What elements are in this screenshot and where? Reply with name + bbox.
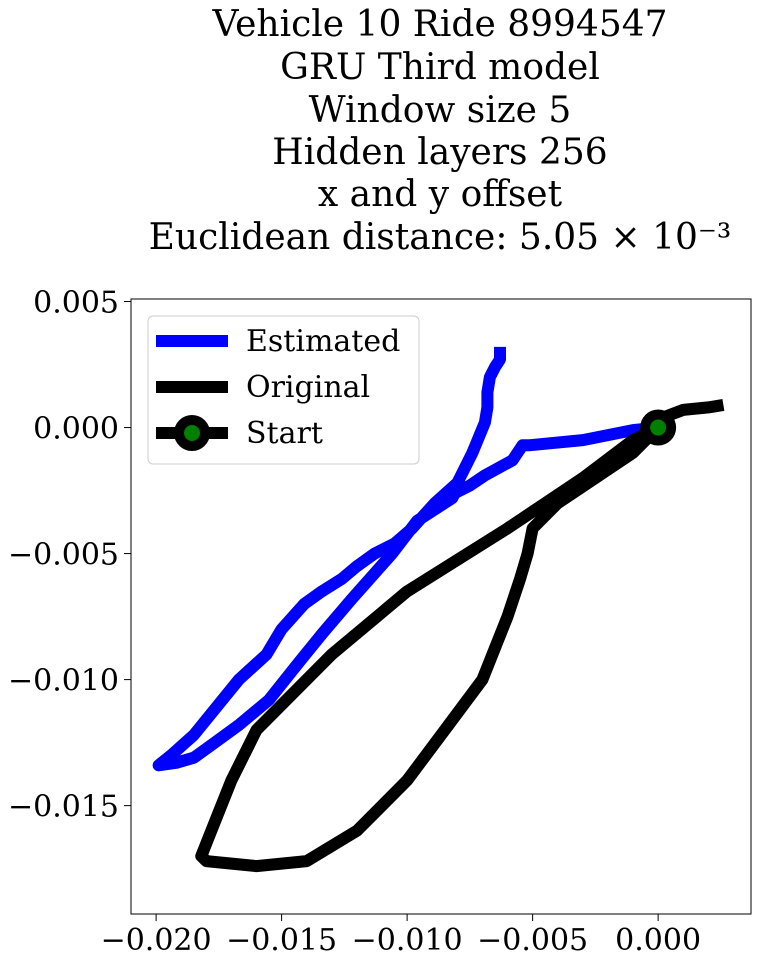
title-line-6: Euclidean distance: 5.05 × 10⁻³ xyxy=(149,217,732,258)
series-estimated-line xyxy=(152,346,659,772)
legend-start-label: Start xyxy=(246,416,323,451)
x-tick-label: 0.000 xyxy=(615,923,701,958)
legend-start-marker xyxy=(174,415,210,451)
start-marker xyxy=(640,409,677,446)
y-tick-label: 0.000 xyxy=(33,412,119,447)
x-tick-label: −0.005 xyxy=(477,923,588,958)
y-tick-label: 0.005 xyxy=(33,286,119,321)
x-tick-label: −0.015 xyxy=(226,923,337,958)
series-original-line xyxy=(195,398,725,873)
legend-estimated-label: Estimated xyxy=(246,324,400,359)
series-layer xyxy=(152,346,725,873)
x-tick-label: −0.020 xyxy=(101,923,212,958)
ticks-layer: −0.020 −0.015 −0.010 −0.005 0.0000.0050.000−… xyxy=(8,286,701,958)
legend-original-label: Original xyxy=(246,370,370,405)
y-tick-label: −0.005 xyxy=(8,538,119,573)
chart-title: Vehicle 10 Ride 8994547 GRU Third model … xyxy=(149,4,732,258)
y-tick-label: −0.015 xyxy=(8,790,119,825)
legend: Estimated Original Start xyxy=(147,315,420,465)
x-tick-label: −0.010 xyxy=(352,923,463,958)
y-tick-label: −0.010 xyxy=(8,664,119,699)
title-line-3: Window size 5 xyxy=(309,90,572,131)
title-line-5: x and y offset xyxy=(318,174,563,215)
title-line-2: GRU Third model xyxy=(280,47,600,88)
title-line-1: Vehicle 10 Ride 8994547 xyxy=(211,4,667,45)
title-line-4: Hidden layers 256 xyxy=(272,132,607,173)
